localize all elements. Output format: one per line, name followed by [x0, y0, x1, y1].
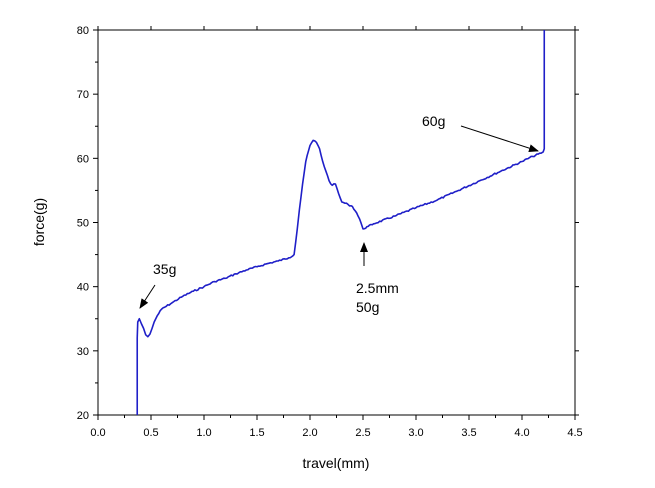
- force-travel-line: [136, 30, 546, 415]
- annotation-35g-arrow: [139, 284, 156, 309]
- axis-ticks: [93, 26, 579, 420]
- y-tick-label: 70: [77, 89, 89, 101]
- annotation-50g: 50g: [356, 299, 379, 315]
- y-tick-label: 80: [77, 25, 89, 37]
- x-tick-label: 0.0: [90, 427, 105, 439]
- x-tick-label: 4.0: [514, 427, 529, 439]
- x-tick-label: 2.0: [302, 427, 317, 439]
- y-tick-label: 50: [77, 218, 89, 230]
- annotation-35g: 35g: [153, 261, 176, 277]
- x-tick-label: 1.0: [196, 427, 211, 439]
- x-tick-label: 2.5: [355, 427, 370, 439]
- y-tick-label: 60: [77, 153, 89, 165]
- x-axis-title: travel(mm): [303, 455, 370, 471]
- y-tick-label: 20: [77, 410, 89, 422]
- x-tick-label: 3.5: [461, 427, 476, 439]
- x-tick-label: 1.5: [249, 427, 264, 439]
- x-tick-label: 0.5: [143, 427, 158, 439]
- annotation-60g-arrow: [460, 125, 539, 153]
- annotation-2-5mm: 2.5mm: [356, 280, 399, 296]
- x-tick-label: 4.5: [567, 427, 582, 439]
- y-tick-label: 30: [77, 346, 89, 358]
- plot-frame: [97, 29, 576, 416]
- annotation-60g: 60g: [422, 113, 445, 129]
- y-tick-label: 40: [77, 282, 89, 294]
- y-axis-title: force(g): [31, 198, 47, 246]
- x-tick-label: 3.0: [408, 427, 423, 439]
- axis-tick-labels: 0.0 0.5 1.0 1.5 2.0 2.5 3.0 3.5 4.0 4.5 20 30 40 50 60…: [77, 25, 583, 439]
